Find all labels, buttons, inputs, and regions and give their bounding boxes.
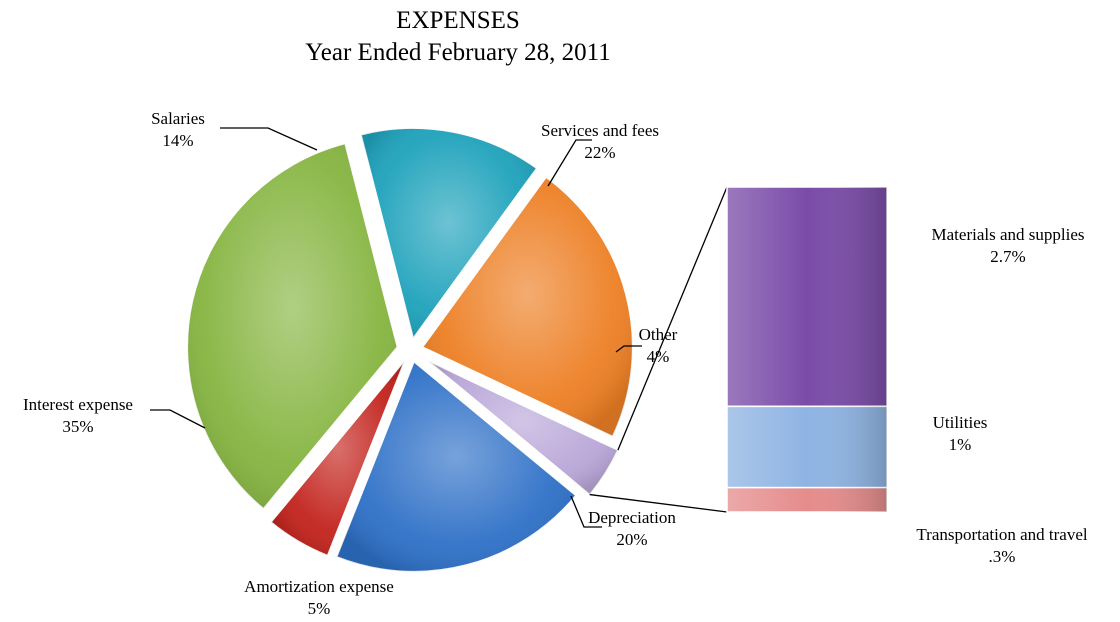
slice-value-other: 4% — [647, 347, 670, 366]
leader-line-depreciation — [570, 495, 602, 528]
data-labels: Services and fees 22% Other 4% Depreciation 2… — [23, 109, 1088, 618]
other-breakdown-bar — [726, 186, 888, 513]
bar-segment-utilities — [726, 405, 888, 489]
pie-slice-salaries — [360, 127, 538, 340]
leader-line-interest-expense — [150, 409, 206, 429]
bar-segment-transportation-and-travel — [726, 486, 888, 513]
slice-label-amortization-expense: Amortization expense — [244, 577, 394, 596]
connector-top — [617, 186, 728, 451]
leader-line-other — [615, 345, 642, 353]
pie-slice-amortization-expense — [269, 359, 406, 557]
bar-segment-materials-and-supplies — [726, 186, 888, 408]
pie — [186, 127, 634, 573]
pie-to-bar-connectors — [589, 186, 728, 513]
segment-label-materials-and-supplies: Materials and supplies — [932, 225, 1085, 244]
slice-value-services-and-fees: 22% — [584, 143, 615, 162]
slice-value-depreciation: 20% — [616, 530, 647, 549]
leader-line-services-and-fees — [547, 139, 592, 187]
segment-value-materials-and-supplies: 2.7% — [990, 247, 1025, 266]
slice-label-salaries: Salaries — [151, 109, 205, 128]
slice-label-depreciation: Depreciation — [588, 508, 676, 527]
segment-label-transportation-and-travel: Transportation and travel — [916, 525, 1088, 544]
connector-bottom — [589, 493, 728, 513]
pie-slice-interest-expense — [186, 142, 399, 510]
pie-slice-depreciation — [335, 360, 577, 573]
segment-label-utilities: Utilities — [933, 413, 988, 432]
leader-line-salaries — [220, 127, 318, 151]
slice-value-salaries: 14% — [162, 131, 193, 150]
slice-label-other: Other — [639, 325, 678, 344]
slice-label-services-and-fees: Services and fees — [541, 121, 659, 140]
pie-slice-services-and-fees — [421, 176, 634, 438]
slice-label-interest-expense: Interest expense — [23, 395, 133, 414]
segment-value-utilities: 1% — [949, 435, 972, 454]
slice-value-amortization-expense: 5% — [308, 599, 331, 618]
chart-subtitle: Year Ended February 28, 2011 — [305, 39, 611, 66]
chart-title: EXPENSES — [396, 7, 520, 34]
segment-value-transportation-and-travel: .3% — [989, 547, 1016, 566]
slice-value-interest-expense: 35% — [62, 417, 93, 436]
